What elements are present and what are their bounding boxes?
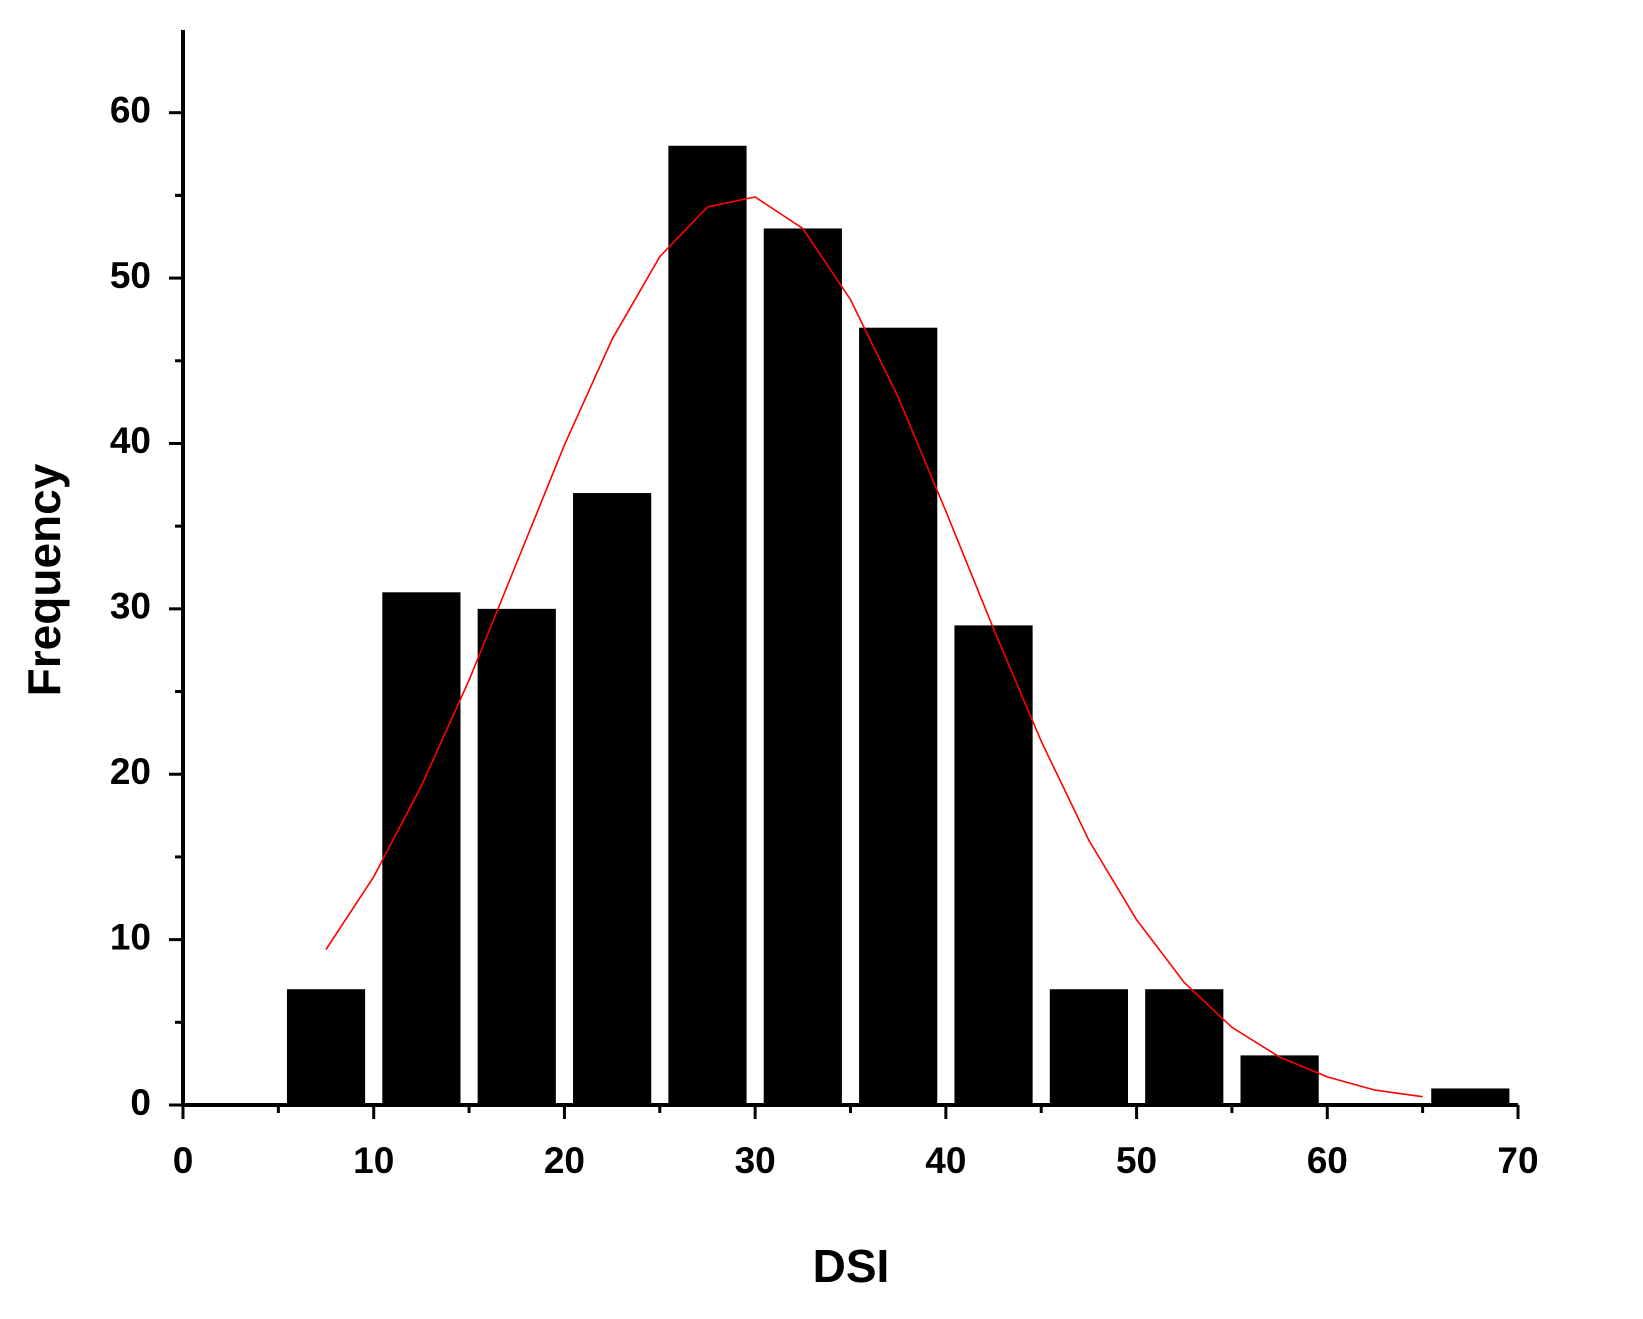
bar	[382, 592, 461, 1105]
bar	[1049, 989, 1128, 1105]
y-tick-label: 50	[110, 255, 151, 296]
y-tick-label: 10	[110, 916, 151, 957]
bar	[286, 989, 366, 1105]
y-tick-label: 0	[130, 1082, 151, 1123]
x-tick-label: 50	[1116, 1140, 1157, 1181]
y-tick-label: 60	[110, 89, 151, 130]
y-tick-label: 20	[110, 751, 151, 792]
bar	[668, 145, 747, 1105]
fit-curve	[325, 196, 1423, 1098]
bar	[859, 327, 938, 1105]
x-tick-label: 0	[173, 1140, 194, 1181]
x-tick-label: 60	[1307, 1140, 1348, 1181]
x-tick-label: 30	[735, 1140, 776, 1181]
x-tick-label: 10	[353, 1140, 394, 1181]
x-tick-label: 70	[1497, 1140, 1538, 1181]
bar	[1240, 1055, 1319, 1105]
x-tick-label: 40	[925, 1140, 966, 1181]
y-axis-label: Frequency	[18, 463, 70, 696]
bar	[1145, 989, 1224, 1105]
x-tick-label: 20	[544, 1140, 585, 1181]
y-tick-label: 30	[110, 586, 151, 627]
y-tick-label: 40	[110, 420, 151, 461]
bar	[954, 625, 1033, 1105]
bar	[573, 493, 652, 1106]
bar	[477, 608, 556, 1105]
x-axis-label: DSI	[813, 1240, 890, 1292]
bar	[1431, 1088, 1510, 1105]
bar	[763, 228, 842, 1105]
